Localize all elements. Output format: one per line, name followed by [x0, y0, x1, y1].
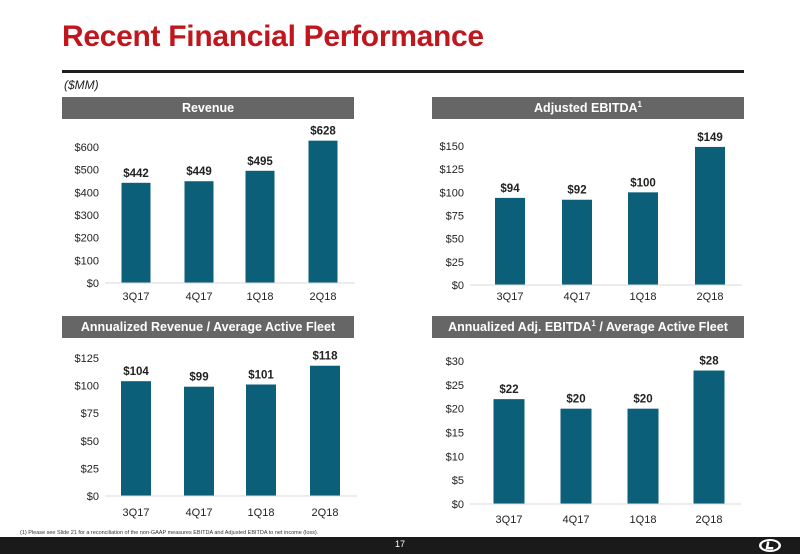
adjusted-ebitda-bar [562, 199, 592, 285]
annualized-ebitda-category-label: 2Q18 [696, 514, 723, 526]
annualized-ebitda-category-label: 4Q17 [563, 514, 590, 526]
annualized-revenue-title: Annualized Revenue / Average Active Flee… [80, 320, 336, 334]
revenue-bar [308, 140, 338, 283]
annualized-revenue-ytick-label: $75 [81, 408, 99, 420]
revenue-ytick-label: $200 [75, 233, 99, 245]
annualized-revenue-ytick-label: $125 [75, 353, 99, 365]
footer-bar: 17 [0, 537, 800, 554]
company-logo-icon [759, 539, 781, 552]
adjusted-ebitda-category-label: 4Q17 [564, 291, 591, 303]
revenue-header: Revenue [62, 97, 354, 119]
adjusted-ebitda-data-label: $92 [567, 185, 586, 197]
page-title: Recent Financial Performance [62, 20, 484, 53]
annualized-ebitda-title: Annualized Adj. EBITDA [448, 320, 592, 334]
revenue-ytick-label: $100 [75, 255, 99, 267]
annualized-revenue-header: Annualized Revenue / Average Active Flee… [62, 316, 354, 338]
revenue-bar [121, 182, 151, 283]
annualized-revenue-bar [246, 384, 276, 496]
annualized-ebitda-ytick-label: $10 [446, 451, 464, 463]
annualized-ebitda-ytick-label: $5 [452, 475, 464, 487]
annualized-ebitda-data-label: $22 [499, 384, 518, 396]
adjusted-ebitda-bar [695, 146, 725, 285]
units-label: ($MM) [64, 78, 99, 92]
revenue-data-label: $442 [123, 168, 149, 180]
title-rule [62, 70, 744, 73]
annualized-revenue-category-label: 3Q17 [123, 507, 150, 519]
annualized-revenue-bar [310, 365, 340, 496]
adjusted-ebitda-category-label: 1Q18 [630, 291, 657, 303]
adjusted-ebitda-data-label: $94 [500, 183, 520, 195]
adjusted-ebitda-ytick-label: $0 [452, 280, 464, 292]
adjusted-ebitda-ytick-label: $50 [446, 234, 464, 246]
adjusted-ebitda-bar [495, 197, 525, 285]
revenue-bar [245, 170, 275, 283]
adjusted-ebitda-ytick-label: $75 [446, 211, 464, 223]
revenue-bar [184, 181, 214, 283]
annualized-revenue-category-label: 2Q18 [312, 507, 339, 519]
adjusted-ebitda-ytick-label: $25 [446, 257, 464, 269]
adjusted-ebitda-category-label: 3Q17 [497, 291, 524, 303]
revenue-ytick-label: $500 [75, 165, 99, 177]
revenue-data-label: $449 [186, 166, 212, 178]
annualized-revenue-data-label: $118 [313, 351, 339, 363]
annualized-ebitda-ytick-label: $25 [446, 380, 464, 392]
annualized-ebitda-bar [627, 408, 659, 504]
adjusted-ebitda-plot: $0 $25 $50 $75 $100 $125 $150 $94 3Q17 $92 4Q17 $10… [440, 132, 742, 303]
annualized-revenue-bar [121, 381, 151, 496]
annualized-revenue-data-label: $99 [189, 372, 208, 384]
adjusted-ebitda-data-label: $149 [697, 132, 723, 144]
annualized-ebitda-data-label: $20 [566, 394, 585, 406]
adjusted-ebitda-category-label: 2Q18 [697, 291, 724, 303]
annualized-revenue-ytick-label: $100 [75, 381, 99, 393]
annualized-revenue-ytick-label: $50 [81, 436, 99, 448]
revenue-ytick-label: $400 [75, 187, 99, 199]
revenue-category-label: 1Q18 [247, 291, 274, 303]
revenue-ytick-label: $600 [75, 142, 99, 154]
adjusted-ebitda-header: Adjusted EBITDA1 [432, 97, 744, 119]
revenue-category-label: 3Q17 [123, 291, 150, 303]
revenue-data-label: $628 [310, 126, 336, 138]
adjusted-ebitda-data-label: $100 [630, 177, 656, 189]
annualized-ebitda-bar [493, 399, 525, 504]
annualized-ebitda-category-label: 3Q17 [496, 514, 523, 526]
revenue-ytick-label: $300 [75, 210, 99, 222]
adjusted-ebitda-footnote-mark: 1 [637, 99, 642, 109]
annualized-ebitda-data-label: $28 [699, 356, 719, 368]
annualized-ebitda-plot: $0 $5 $10 $15 $20 $25 $30 $22 3Q17 $20 4Q17 $20 1Q18… [446, 356, 741, 526]
annualized-revenue-category-label: 1Q18 [248, 507, 275, 519]
annualized-revenue-bar [184, 386, 214, 496]
annualized-revenue-plot: $0 $25 $50 $75 $100 $125 $104 3Q17 $99 4Q17 $101 1Q… [75, 351, 357, 519]
annualized-revenue-data-label: $104 [123, 366, 149, 378]
adjusted-ebitda-ytick-label: $150 [440, 141, 464, 153]
annualized-ebitda-title-rest: / Average Active Fleet [595, 320, 728, 334]
annualized-revenue-ytick-label: $25 [81, 463, 99, 475]
adjusted-ebitda-title: Adjusted EBITDA [534, 101, 638, 115]
adjusted-ebitda-ytick-label: $125 [440, 164, 464, 176]
annualized-ebitda-header: Annualized Adj. EBITDA1 / Average Active… [432, 316, 744, 338]
annualized-ebitda-bar [693, 370, 725, 504]
adjusted-ebitda-ytick-label: $100 [440, 187, 464, 199]
revenue-title: Revenue [181, 101, 235, 115]
revenue-ytick-label: $0 [87, 278, 99, 290]
adjusted-ebitda-bar [628, 192, 658, 285]
annualized-ebitda-category-label: 1Q18 [630, 514, 657, 526]
annualized-ebitda-ytick-label: $0 [452, 499, 464, 511]
annualized-ebitda-bar [560, 408, 592, 504]
annualized-revenue-data-label: $101 [248, 369, 274, 381]
annualized-ebitda-ytick-label: $15 [446, 428, 464, 440]
annualized-ebitda-ytick-label: $30 [446, 356, 464, 368]
revenue-category-label: 2Q18 [310, 291, 337, 303]
annualized-ebitda-ytick-label: $20 [446, 404, 464, 416]
annualized-ebitda-data-label: $20 [633, 394, 652, 406]
annualized-revenue-category-label: 4Q17 [186, 507, 213, 519]
revenue-plot: $0 $100 $200 $300 $400 $500 $600 $442 3Q17 $449 4Q… [75, 126, 355, 303]
annualized-ebitda-footnote-mark: 1 [591, 318, 596, 328]
annualized-revenue-ytick-label: $0 [87, 491, 99, 503]
footnote: (1) Please see Slide 21 for a reconcilia… [20, 530, 319, 536]
page-number: 17 [394, 539, 405, 549]
revenue-data-label: $495 [247, 156, 273, 168]
revenue-category-label: 4Q17 [186, 291, 213, 303]
